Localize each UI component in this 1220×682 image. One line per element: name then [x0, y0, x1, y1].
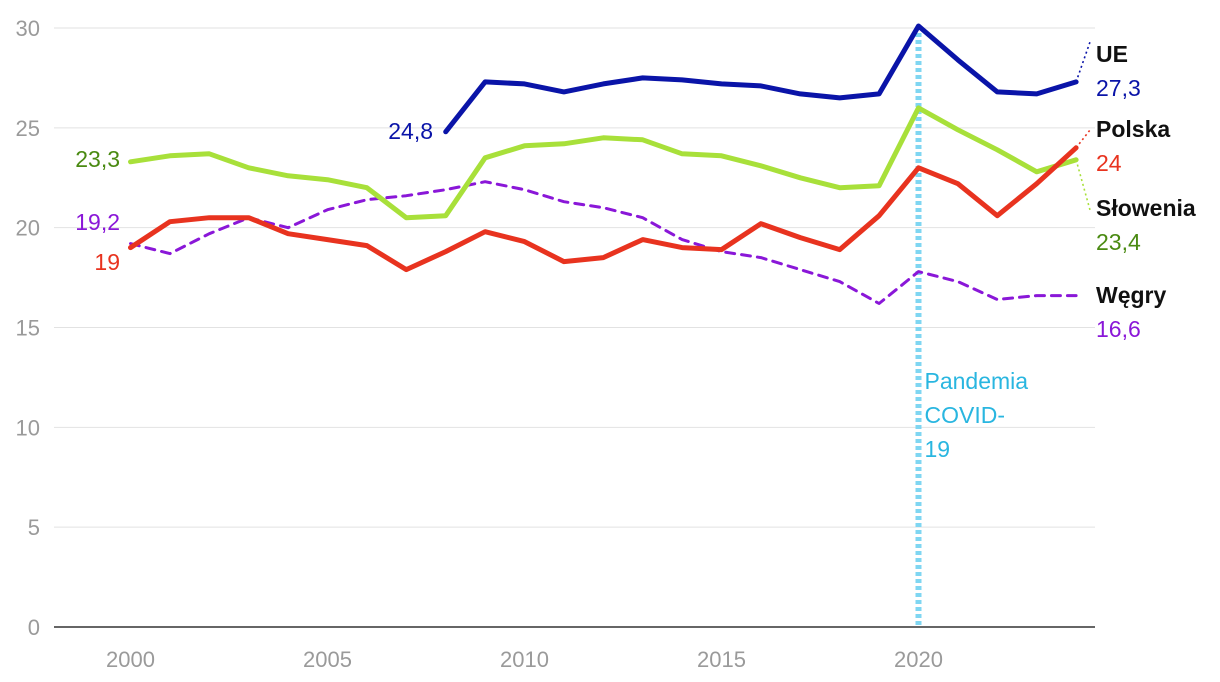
series-end-value-label: 23,4: [1096, 229, 1141, 255]
y-tick-label: 25: [16, 116, 40, 141]
series-start-value-label: 24,8: [388, 118, 433, 144]
series-line-3: [128, 105, 1079, 221]
covid-annotation-text: COVID-: [925, 402, 1006, 428]
y-tick-label: 5: [28, 515, 40, 540]
series-line-1: [443, 23, 1079, 135]
series-start-value-label: 19,2: [75, 209, 120, 235]
series-label-connector: [1075, 129, 1091, 149]
series-start-value-label: 19: [94, 249, 120, 275]
y-tick-label: 20: [16, 216, 40, 241]
y-tick-label: 10: [16, 415, 40, 440]
y-tick-label: 0: [28, 615, 40, 640]
series-start-value-label: 23,3: [75, 146, 120, 172]
label-layer: UE 27,3 Polska 24 Słowenia 23,4 Węgry 16,6 24,8 1…: [75, 41, 1196, 342]
series-name-label: Słowenia: [1096, 195, 1196, 221]
covid-annotation-text: Pandemia: [925, 368, 1029, 394]
axis-layer: 0 5 10 15 20 25 30 2000 2005 2010 2015 2020: [16, 16, 1095, 672]
series-end-value-label: 27,3: [1096, 75, 1141, 101]
x-tick-label: 2005: [303, 647, 352, 672]
y-tick-label: 15: [16, 316, 40, 341]
series-end-value-label: 24: [1096, 150, 1122, 176]
series-label-connector: [1075, 159, 1091, 211]
x-tick-label: 2000: [106, 647, 155, 672]
covid-annotation-text: 19: [925, 436, 951, 462]
annotation-layer: Pandemia COVID- 19: [915, 26, 1029, 627]
x-tick-label: 2020: [894, 647, 943, 672]
series-end-value-label: 16,6: [1096, 316, 1141, 342]
series-name-label: Węgry: [1096, 282, 1167, 308]
x-tick-label: 2015: [697, 647, 746, 672]
series-line-4: [129, 180, 1078, 305]
x-tick-label: 2010: [500, 647, 549, 672]
series-label-connector: [1075, 41, 1091, 83]
series-name-label: Polska: [1096, 116, 1170, 142]
series-name-label: UE: [1096, 41, 1128, 67]
y-tick-label: 30: [16, 16, 40, 41]
series-layer: [128, 23, 1079, 305]
series-line-2: [128, 145, 1079, 273]
